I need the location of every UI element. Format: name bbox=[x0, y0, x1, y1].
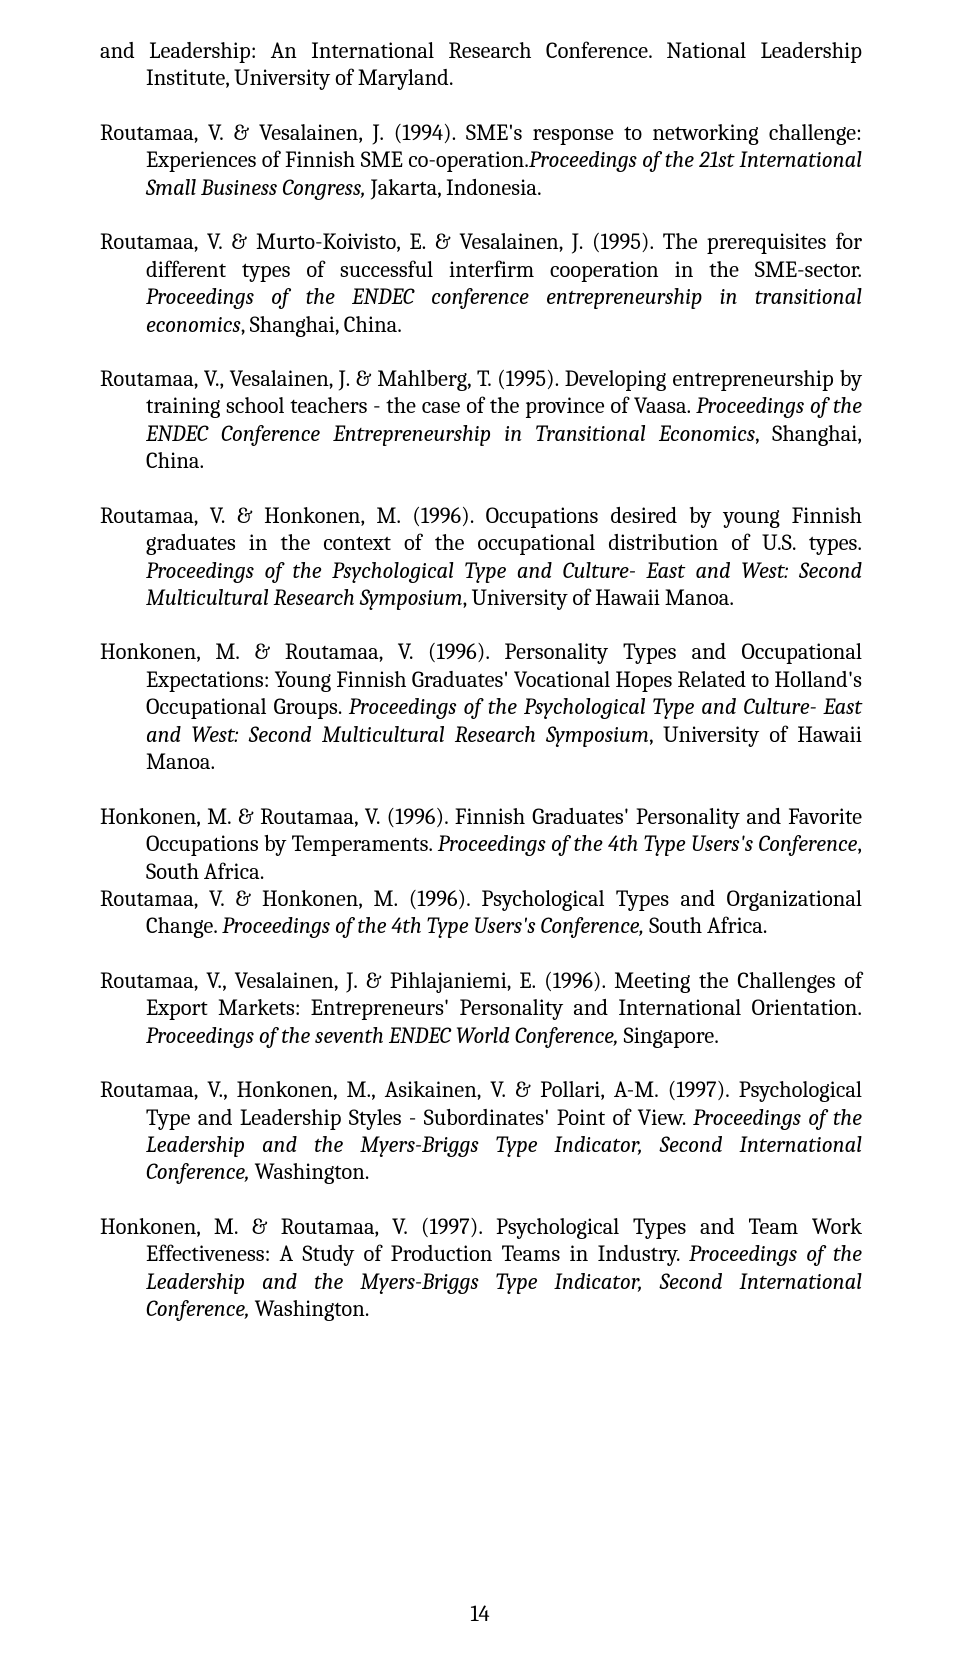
reference-text: Routamaa, V. & Honkonen, M. (1996). Occu… bbox=[100, 503, 862, 556]
reference-tail: Washington. bbox=[250, 1159, 370, 1185]
reference-venue-italic: Proceedings of the 4th Type Users's Conf… bbox=[222, 913, 644, 939]
reference-tail: , University of Hawaii Manoa. bbox=[463, 585, 734, 611]
reference-entry: Routamaa, V. & Murto-Koivisto, E. & Vesa… bbox=[100, 229, 862, 339]
reference-entry: Routamaa, V., Honkonen, M., Asikainen, V… bbox=[100, 1077, 862, 1187]
reference-venue-italic: Proceedings of the 4th Type Users's Conf… bbox=[438, 831, 858, 857]
reference-tail: Washington. bbox=[250, 1296, 370, 1322]
reference-tail: , Shanghai, China. bbox=[241, 312, 402, 338]
reference-entry: Routamaa, V. & Honkonen, M. (1996). Occu… bbox=[100, 503, 862, 613]
reference-entry: Routamaa, V. & Honkonen, M. (1996). Psyc… bbox=[100, 886, 862, 941]
reference-tail: Singapore. bbox=[619, 1023, 719, 1049]
reference-entry: Routamaa, V., Vesalainen, J. & Mahlberg,… bbox=[100, 366, 862, 476]
reference-entry: Routamaa, V. & Vesalainen, J. (1994). SM… bbox=[100, 120, 862, 202]
reference-text: Routamaa, V. & Murto-Koivisto, E. & Vesa… bbox=[100, 229, 862, 282]
reference-entry: Honkonen, M. & Routamaa, V. (1996). Finn… bbox=[100, 804, 862, 886]
reference-list: and Leadership: An International Researc… bbox=[100, 38, 862, 1324]
document-page: and Leadership: An International Researc… bbox=[0, 0, 960, 1658]
reference-entry: Honkonen, M. & Routamaa, V. (1997). Psyc… bbox=[100, 1214, 862, 1324]
reference-text: Routamaa, V., Vesalainen, J. & Pihlajani… bbox=[100, 968, 862, 1021]
reference-entry: Honkonen, M. & Routamaa, V. (1996). Pers… bbox=[100, 639, 862, 776]
reference-tail: Jakarta, Indonesia. bbox=[366, 175, 542, 201]
reference-entry: Routamaa, V., Vesalainen, J. & Pihlajani… bbox=[100, 968, 862, 1050]
page-number: 14 bbox=[0, 1601, 960, 1628]
reference-venue-italic: Proceedings of the seventh ENDEC World C… bbox=[146, 1023, 619, 1049]
reference-tail: South Africa. bbox=[644, 913, 767, 939]
reference-entry: and Leadership: An International Researc… bbox=[100, 38, 862, 93]
reference-text: and Leadership: An International Researc… bbox=[100, 38, 652, 64]
